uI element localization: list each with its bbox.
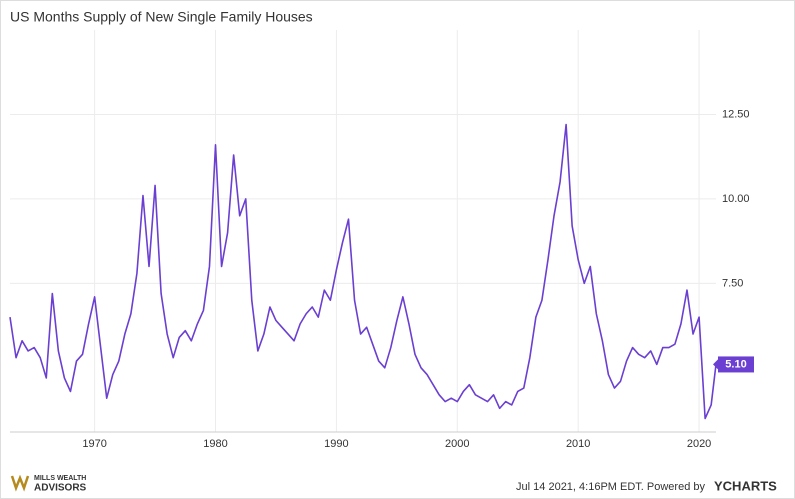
logo-mark	[10, 474, 30, 492]
brand-bottom: ADVISORS	[34, 483, 87, 494]
x-tick-label: 1990	[324, 438, 348, 450]
x-tick-label: 2010	[566, 438, 590, 450]
y-tick-label: 7.50	[722, 277, 743, 289]
timestamp: Jul 14 2021, 4:16PM EDT. Powered by	[516, 481, 705, 493]
provider-logo: YCHARTS	[714, 478, 777, 493]
value-label: 5.10	[725, 358, 746, 370]
badge-pointer	[713, 359, 718, 370]
value-badge	[718, 356, 754, 373]
x-tick-label: 2000	[445, 438, 469, 450]
chart-title: US Months Supply of New Single Family Ho…	[10, 9, 313, 25]
y-tick-label: 12.50	[722, 108, 750, 120]
x-tick-label: 2020	[687, 438, 711, 450]
data-line	[9, 123, 717, 420]
y-tick-label: 10.00	[722, 193, 750, 205]
brand-logo: MILLS WEALTH ADVISORS	[10, 474, 87, 494]
x-tick-label: 1980	[203, 438, 227, 450]
x-tick-label: 1970	[82, 438, 106, 450]
brand-top: MILLS WEALTH	[34, 475, 86, 482]
